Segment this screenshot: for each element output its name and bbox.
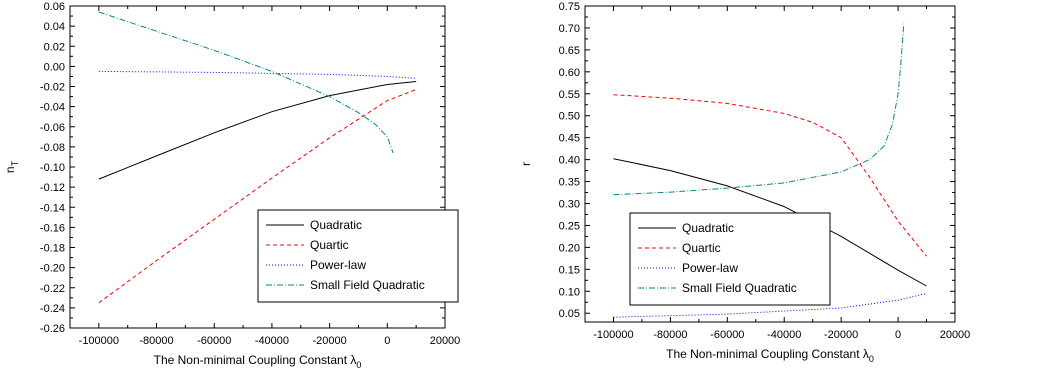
series-line-small-field-quadratic: [98, 11, 394, 154]
y-axis-label-subscript: T: [10, 160, 20, 166]
legend-entry: Power-law: [682, 261, 738, 275]
y-tick-label: 0.06: [44, 1, 65, 13]
x-tick-label: -20000: [312, 335, 346, 347]
y-tick-label: -0.04: [40, 102, 65, 114]
x-tick-label: 20000: [940, 329, 971, 341]
y-tick-label: 0.70: [559, 23, 580, 35]
series-line-small-field-quadratic: [613, 23, 905, 196]
y-tick-label: 0.20: [559, 242, 580, 254]
x-tick-label: -100000: [79, 335, 119, 347]
y-tick-label: -0.10: [40, 162, 65, 174]
y-tick-label: -0.02: [40, 82, 65, 94]
series-line-power-law: [613, 293, 927, 318]
x-axis-label-main: The Non-minimal Coupling Constant λ: [666, 347, 869, 361]
x-tick-label: 20000: [430, 335, 461, 347]
y-tick-label: 0.45: [559, 133, 580, 145]
y-tick-label: 0.50: [559, 111, 580, 123]
y-tick-label: 0.75: [559, 1, 580, 13]
y-tick-label: 0.25: [559, 220, 580, 232]
y-tick-label: -0.14: [40, 202, 65, 214]
x-tick-label: -80000: [139, 335, 173, 347]
y-tick-label: 0.00: [44, 61, 65, 73]
y-tick-label: -0.16: [40, 222, 65, 234]
x-axis-label: The Non-minimal Coupling Constant λ0: [154, 353, 362, 370]
series-line-quadratic: [98, 81, 417, 180]
x-tick-label: -20000: [824, 329, 858, 341]
y-tick-label: -0.12: [40, 182, 65, 194]
legend-entry: Quadratic: [310, 218, 362, 232]
y-tick-label: 0.30: [559, 199, 580, 211]
y-tick-label: 0.60: [559, 67, 580, 79]
plot-frame: [584, 5, 956, 323]
x-tick-label: -100000: [593, 329, 633, 341]
y-tick-label: 0.04: [44, 21, 65, 33]
series-line-quadratic: [613, 158, 927, 287]
x-axis-label: The Non-minimal Coupling Constant λ0: [666, 347, 874, 364]
legend-entry: Quartic: [682, 241, 721, 255]
y-tick-label: -0.06: [40, 122, 65, 134]
legend-entry: Quartic: [310, 238, 349, 252]
y-tick-label: -0.08: [40, 142, 65, 154]
legend-entry: Small Field Quadratic: [682, 281, 797, 295]
x-axis-label-subscript: 0: [869, 354, 874, 364]
x-tick-label: -80000: [653, 329, 687, 341]
right-chart-panel: -100000 -80000 -60000 -40000 -20000 0 20000 0.0…: [519, 1, 970, 364]
y-tick-label: 0.40: [559, 155, 580, 167]
y-tick-label: -0.20: [40, 263, 65, 275]
y-tick-label: -0.22: [40, 283, 65, 295]
y-tick-label: 0.35: [559, 177, 580, 189]
y-tick-label: 0.55: [559, 89, 580, 101]
y-tick-label: 0.65: [559, 45, 580, 57]
y-tick-label: -0.26: [40, 323, 65, 335]
series-line-quartic: [613, 94, 927, 257]
x-tick-label: -60000: [710, 329, 744, 341]
legend-entry: Small Field Quadratic: [310, 278, 425, 292]
y-axis-label: r: [519, 162, 533, 166]
y-tick-label: 0.02: [44, 41, 65, 53]
x-tick-label: -40000: [767, 329, 801, 341]
y-tick-label: 0.05: [559, 308, 580, 320]
legend-entry: Quadratic: [682, 221, 734, 235]
y-axis-label-main: r: [519, 162, 533, 166]
y-tick-label: 0.15: [559, 264, 580, 276]
x-tick-label: -40000: [255, 335, 289, 347]
x-axis-label-subscript: 0: [356, 360, 361, 370]
y-tick-label: -0.18: [40, 243, 65, 255]
y-axis-label-main: n: [3, 166, 17, 173]
x-tick-label: -60000: [197, 335, 231, 347]
left-chart-panel: -100000 -80000 -60000 -40000 -20000 0 20000 -0.…: [3, 1, 460, 370]
legend-entry: Power-law: [310, 258, 366, 272]
y-axis-label: nT: [3, 160, 20, 173]
x-axis-label-main: The Non-minimal Coupling Constant λ: [154, 353, 357, 367]
series-line-quartic: [98, 89, 417, 304]
y-tick-label: -0.24: [40, 303, 65, 315]
x-tick-label: 0: [384, 335, 390, 347]
y-tick-label: 0.10: [559, 286, 580, 298]
series-line-power-law: [98, 70, 417, 79]
x-tick-label: 0: [895, 329, 901, 341]
